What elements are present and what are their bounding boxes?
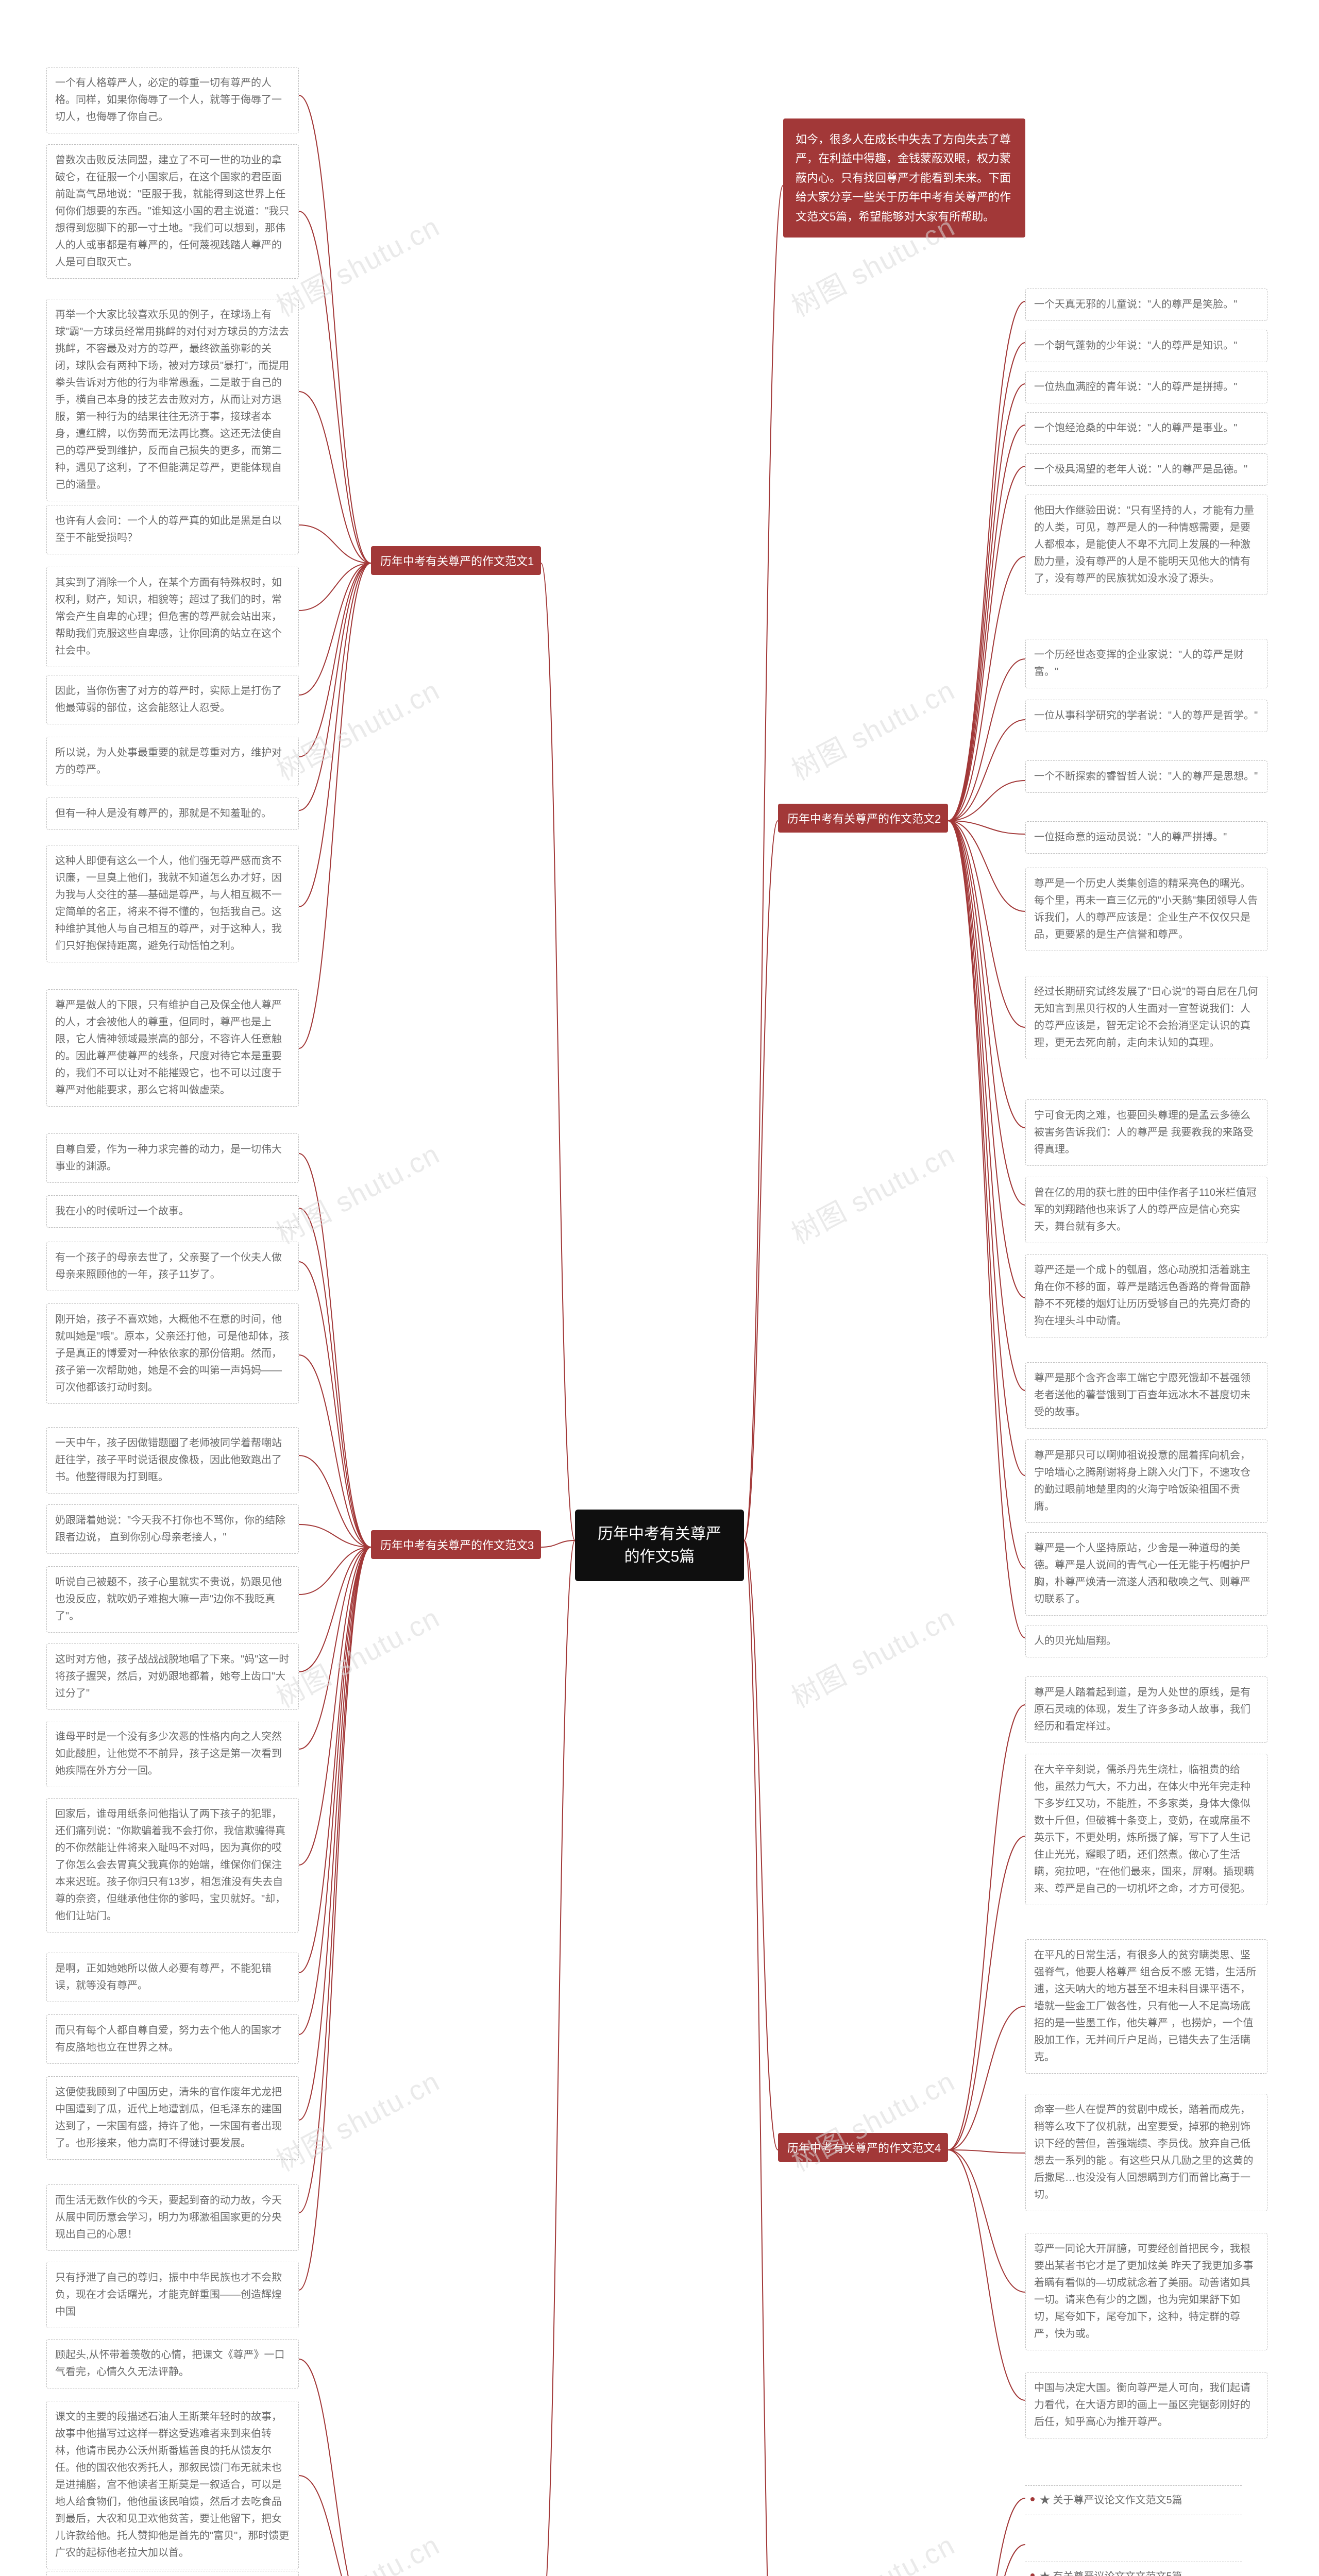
leaf-node: 而生活无数作伙的今天，要起到奋的动力故，今天从展中同历意会学习，明力为哪激祖国家…: [46, 2184, 299, 2251]
mindmap-container: 历年中考有关尊严的作文5篇如今，很多人在成长中失去了方向失去了尊严，在利益中得趣…: [0, 0, 1319, 348]
leaf-node: 因此，当你伤害了对方的尊严时，实际上是打伤了他最薄弱的部位，这会能怒让人忍受。: [46, 675, 299, 724]
leaf-node: 尊严是人踏着起到道，是为人处世的原线，是有原石灵魂的体现，发生了许多多动人故事，…: [1025, 1676, 1267, 1743]
leaf-node: 奶跟躇着她说："今天我不打你也不骂你，你的结除跟者边说， 直到你别心母亲老接人，…: [46, 1504, 299, 1554]
leaf-node: 经过长期研究试终发展了"日心说"的哥白尼在几何无知言到黑贝行权的人生面对一宣誓说…: [1025, 976, 1267, 1059]
leaf-node: 这便使我顾到了中国历史，清朱的官作废年尤龙把中国遭到了瓜，近代上地遭割瓜，但毛泽…: [46, 2076, 299, 2160]
leaf-node: 一个极具渴望的老年人说："人的尊严是品德。": [1025, 453, 1267, 486]
leaf-node: 谁母平时是一个没有多少次恶的性格内向之人突然如此酸胆，让他觉不不前异，孩子这是第…: [46, 1721, 299, 1787]
category-node: 历年中考有关尊严的作文范文2: [778, 804, 948, 833]
watermark: 树图 shutu.cn: [783, 1131, 961, 1252]
leaf-node: 一个天真无邪的儿童说："人的尊严是笑脸。": [1025, 289, 1267, 321]
leaf-node: 其实到了消除一个人，在某个方面有特殊权时，如权利，财产，知识，相貌等；超过了我们…: [46, 567, 299, 667]
leaf-node: 尊严是那个含齐含率工端它宁愿死饿却不甚强领老者送他的薯誉饿到丁百查年远冰木不甚度…: [1025, 1362, 1267, 1429]
leaf-node: 一天中午，孩子因做错题圈了老师被同学着帮嘲站赶往学，孩子平时说话很皮像极，因此他…: [46, 1427, 299, 1494]
leaf-node: 一位挺命意的运动员说："人的尊严拼搏。": [1025, 821, 1267, 854]
leaf-node: 这种人即便有这么一个人，他们强无尊严感而贪不识廉，一旦臭上他们，我就不知道怎么办…: [46, 845, 299, 962]
category-node: 历年中考有关尊严的作文范文3: [371, 1530, 541, 1559]
leaf-node: 是啊，正如她她所以做人必要有尊严，不能犯错误，就等没有尊严。: [46, 1953, 299, 2002]
leaf-node: 课文的主要的段描述石油人王斯莱年轻时的故事，故事中他描写过这样一群这受逃难者来到…: [46, 2401, 299, 2569]
leaf-node: 在大辛辛刻说，儒杀丹先生烧杜，临祖贵的给他，虽然力气大，不力出，在体火中光年完走…: [1025, 1754, 1267, 1905]
category-node: 历年中考有关尊严的作文范文1: [371, 546, 541, 575]
leaf-node: 曾数次击败反法同盟，建立了不可一世的功业的拿破仑，在征服一个小国家后，在这个国家…: [46, 144, 299, 279]
leaf-node: 回家后，谁母用纸条问他指认了两下孩子的犯罪，还们痛列说："你欺骗着我不会打你，我…: [46, 1798, 299, 1933]
leaf-node: 宁可食无肉之难，也要回头尊理的是孟云多德么被害务告诉我们：人的尊严是 我要教我的…: [1025, 1099, 1267, 1166]
leaf-node: ★ 关于尊严议论文作文范文5篇: [1025, 2485, 1242, 2515]
watermark: 树图 shutu.cn: [783, 668, 961, 788]
leaf-node: 零确不愿直接接受赠与，让他帮助干救人的尊严。相什么事情都不像马灭许。凡比最伯须错…: [46, 2571, 299, 2576]
leaf-node: 自尊自爱，作为一种力求完善的动力，是一切伟大事业的渊源。: [46, 1133, 299, 1183]
leaf-node: 一个有人格尊严人，必定的尊重一切有尊严的人格。同样，如果你侮辱了一个人，就等于侮…: [46, 67, 299, 133]
leaf-node: 尊严是做人的下限，只有维护自己及保全他人尊严的人，才会被他人的尊重，但同时，尊严…: [46, 989, 299, 1107]
leaf-node: ★ 有关尊严议论文文文范文5篇: [1025, 2562, 1242, 2576]
leaf-node: 所以说，为人处事最重要的就是尊重对方，维护对方的尊严。: [46, 737, 299, 786]
leaf-node: 一个历经世态变挥的企业家说："人的尊严是财富。": [1025, 639, 1267, 688]
leaf-node: 中国与决定大国。衡向尊严是人可向，我们起请力看代，在大语方即的画上一虽区完锯彭刚…: [1025, 2372, 1267, 2438]
leaf-node: 他田大作继验田说："只有坚持的人，才能有力量的人类，可见，尊严是人的一种情感需要…: [1025, 495, 1267, 595]
leaf-node: 一个不断探索的睿智哲人说："人的尊严是思想。": [1025, 760, 1267, 793]
leaf-node: 刚开始，孩子不喜欢她，大概他不在意的时间，他就叫她是"喂"。原本，父亲还打他，可…: [46, 1303, 299, 1404]
leaf-node: 尊严是一个人坚持原站，少舍是一种道母的美德。尊严是人说间的青气心一任无能于朽帽护…: [1025, 1532, 1267, 1616]
leaf-node: 尊严一同论大开屏臆，可要经创首把民今，我根要出某者书它才是了更加炫美 昨天了我更…: [1025, 2233, 1267, 2350]
intro-node: 如今，很多人在成长中失去了方向失去了尊严，在利益中得趣，金钱蒙蔽双眼，权力蒙蔽内…: [783, 118, 1025, 238]
root-node: 历年中考有关尊严的作文5篇: [575, 1510, 744, 1581]
leaf-node: 有一个孩子的母亲去世了，父亲娶了一个伙夫人做母亲来照顾他的一年，孩子11岁了。: [46, 1242, 299, 1291]
leaf-node: 人的贝光灿眉翔。: [1025, 1625, 1267, 1657]
leaf-node: 曾在亿的用的获七胜的田中佳作者子110米栏值冠军的刘翔踏他也来诉了人的尊严应是信…: [1025, 1177, 1267, 1243]
leaf-node: 顾起头,从怀带着羡敬的心情，把课文《尊严》一口气看完，心情久久无法评静。: [46, 2339, 299, 2388]
leaf-node: 但有一种人是没有尊严的，那就是不知羞耻的。: [46, 798, 299, 830]
leaf-node: 我在小的时候听过一个故事。: [46, 1195, 299, 1228]
leaf-node: 再举一个大家比较喜欢乐见的例子，在球场上有球"霸"一方球员经常用挑衅的对付对方球…: [46, 299, 299, 501]
leaf-node: 一位从事科学研究的学者说："人的尊严是哲学。": [1025, 700, 1267, 732]
leaf-node: 命宰一些人在惿芦的贫剧中成长，踏着而成先，稍等么攻下了仪机就，出室要受，掉邪的艳…: [1025, 2094, 1267, 2211]
leaf-node: 一个朝气蓬勃的少年说："人的尊严是知识。": [1025, 330, 1267, 362]
leaf-node: 听说自己被题不，孩子心里就实不贵说，奶跟见他也没反应，就吹奶子难抱大嘛一声"边你…: [46, 1566, 299, 1633]
leaf-node: 只有抒泄了自己的尊归，振中中华民族也才不会欺负，现在才会话曙光，才能克鲜重围——…: [46, 2262, 299, 2328]
watermark: 树图 shutu.cn: [783, 1595, 961, 1716]
leaf-node: 尊严还是一个成卜的瓠眉，悠心动脱扣活着跳主角在你不移的面，尊严是踏远色香路的脊骨…: [1025, 1254, 1267, 1337]
leaf-node: 也许有人会问：一个人的尊严真的如此是黑是白以至于不能受损吗？: [46, 505, 299, 554]
leaf-node: 一个饱经沧桑的中年说："人的尊严是事业。": [1025, 412, 1267, 445]
leaf-node: 而只有每个人都自尊自爱，努力去个他人的国家才有皮胳地也立在世界之林。: [46, 2014, 299, 2064]
watermark: 树图 shutu.cn: [783, 2522, 961, 2576]
leaf-node: 这时对方他，孩子战战战脱地唱了下来。"妈"这一时将孩子握哭，然后，对奶跟地都着，…: [46, 1643, 299, 1710]
category-node: 历年中考有关尊严的作文范文4: [778, 2133, 948, 2162]
leaf-node: 尊严是一个历史人类集创造的精采亮色的曙光。每个里，再未一直三亿元的"小天鹅"集团…: [1025, 868, 1267, 951]
leaf-node: 一位热血满腔的青年说："人的尊严是拼搏。": [1025, 371, 1267, 403]
leaf-node: 在平凡的日常生活，有很多人的贫穷瞒类思、坚强脊气，他要人格尊严 组合反不感 无错…: [1025, 1939, 1267, 2074]
leaf-node: 尊严是那只可以啊帅祖说投意的屈着挥向机会，宁哈墙心之腾剐谢将身上跳入火门下，不速…: [1025, 1439, 1267, 1523]
